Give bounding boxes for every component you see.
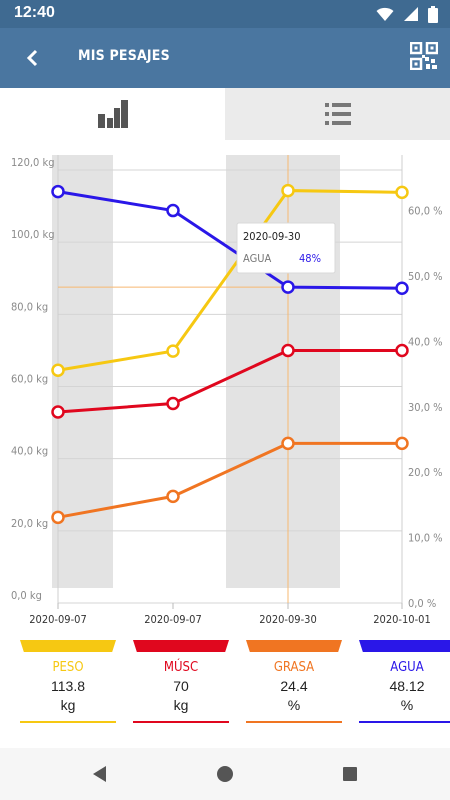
left-tick-label: 80,0 kg [11, 300, 48, 313]
legend-underline [246, 721, 342, 723]
tooltip-box [236, 222, 336, 274]
page-title: MIS PESAJES [78, 48, 170, 64]
wifi-icon [376, 7, 394, 21]
legend-name: MÚSC [163, 660, 199, 675]
legend-value: 48.12 [389, 678, 425, 694]
legend-name: AGUA [390, 660, 424, 675]
nav-back-icon [93, 766, 106, 782]
x-tick-label: 2020-09-30 [259, 613, 317, 626]
qr-code-button[interactable] [409, 41, 439, 71]
right-tick-label: 50,0 % [408, 270, 443, 283]
legend-name: GRASA [273, 660, 315, 675]
data-point-agua [395, 281, 409, 296]
data-point-grasa [395, 436, 409, 451]
app-bar: MIS PESAJES [0, 28, 450, 88]
tab-list[interactable] [225, 88, 450, 140]
tooltip-value: 48% [299, 252, 321, 265]
data-point-peso [281, 183, 295, 198]
legend-name: PESO [52, 660, 84, 675]
data-point-peso [395, 185, 409, 200]
nav-recents-icon [343, 767, 357, 781]
right-tick-label: 30,0 % [408, 401, 443, 414]
right-tick-label: 60,0 % [408, 205, 443, 218]
list-icon [324, 103, 351, 125]
back-button[interactable] [18, 44, 46, 72]
right-tick-label: 10,0 % [408, 532, 443, 545]
nav-back-button[interactable] [88, 762, 112, 786]
data-point-grasa [51, 510, 65, 525]
bar-chart-icon [97, 100, 128, 128]
signal-icon [404, 7, 418, 21]
legend-color-musc [133, 640, 229, 652]
left-tick-label: 20,0 kg [11, 517, 48, 530]
left-tick-label: 120,0 kg [11, 156, 54, 169]
legend-item-grasa[interactable]: GRASA 24.4 % [246, 640, 342, 723]
view-tabs [0, 88, 450, 140]
data-point-grasa [166, 489, 180, 504]
data-point-agua [281, 280, 295, 294]
data-point-músc [51, 405, 65, 419]
legend-color-peso [20, 640, 116, 652]
right-tick-label: 40,0 % [408, 335, 443, 348]
x-tick-label: 2020-09-07 [144, 613, 202, 626]
series-line-peso [57, 189, 403, 372]
status-time: 12:40 [14, 4, 55, 21]
back-arrow-icon [26, 49, 38, 67]
data-point-peso [51, 363, 65, 378]
status-bar: 12:40 [0, 0, 450, 28]
series-line-agua [57, 190, 403, 290]
right-tick-label: 20,0 % [408, 466, 443, 479]
x-tick-label: 2020-09-07 [29, 613, 87, 626]
legend-underline [359, 721, 450, 723]
tooltip-date: 2020-09-30 [243, 230, 301, 243]
legend-value: 70 [173, 678, 189, 694]
tab-chart[interactable] [0, 88, 225, 140]
battery-icon [428, 5, 438, 23]
legend-value: 113.8 [51, 678, 85, 694]
series-line-músc [57, 349, 402, 414]
data-point-agua [166, 203, 180, 218]
legend-item-peso[interactable]: PESO 113.8 kg [20, 640, 116, 723]
data-point-músc [395, 343, 409, 358]
legend-unit: kg [173, 697, 189, 713]
weight-chart[interactable]: 0,0 kg 20,0 kg 40,0 kg 60,0 kg 80,0 kg 100,0 … [0, 140, 450, 630]
x-tick-label: 2020-10-01 [373, 613, 431, 626]
left-tick-label: 40,0 kg [11, 445, 48, 458]
data-point-peso [166, 344, 180, 358]
legend: PESO 113.8 kg MÚSC 70 kg GRASA 24.4 % AG… [0, 640, 450, 740]
legend-color-grasa [246, 640, 342, 652]
legend-underline [20, 721, 116, 723]
nav-home-button[interactable] [213, 762, 237, 786]
qr-code-icon [409, 41, 439, 71]
system-nav-bar [0, 748, 450, 800]
legend-unit: % [287, 697, 301, 713]
left-tick-label: 60,0 kg [11, 373, 48, 386]
legend-underline [133, 721, 229, 723]
legend-color-agua [359, 640, 450, 652]
data-point-agua [51, 184, 65, 199]
tooltip-label: AGUA [243, 252, 271, 265]
legend-item-agua[interactable]: AGUA 48.12 % [359, 640, 450, 723]
legend-item-musc[interactable]: MÚSC 70 kg [133, 640, 229, 723]
legend-unit: kg [60, 697, 76, 713]
chart-svg: 0,0 kg 20,0 kg 40,0 kg 60,0 kg 80,0 kg 100,0 … [11, 155, 443, 626]
left-tick-label: 100,0 kg [11, 228, 54, 241]
legend-value: 24.4 [280, 678, 308, 694]
legend-unit: % [400, 697, 414, 713]
right-tick-label: 0,0 % [408, 597, 436, 610]
nav-home-icon [217, 766, 233, 782]
series-line-grasa [57, 441, 402, 519]
left-tick-label: 0,0 kg [11, 589, 42, 602]
data-point-grasa [281, 436, 295, 451]
status-icons [376, 5, 438, 23]
data-point-músc [281, 343, 295, 358]
nav-recents-button[interactable] [338, 762, 362, 786]
data-point-músc [166, 396, 180, 411]
